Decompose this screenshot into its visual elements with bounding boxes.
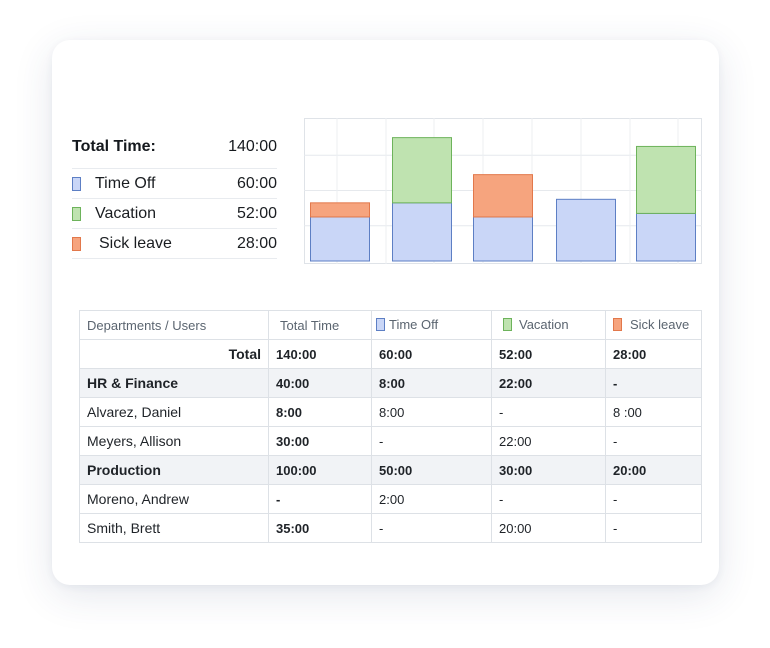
- table-cell: -: [371, 426, 492, 456]
- table-header-row: Departments / Users Total Time Time Off …: [79, 310, 702, 340]
- stacked-bar-chart: [304, 118, 702, 264]
- time-off-swatch-icon: [376, 317, 385, 331]
- total-row-label: Total: [79, 339, 269, 369]
- table-cell: 40:00: [268, 368, 372, 398]
- summary-item-value: 28:00: [236, 234, 277, 252]
- table-cell: 100:00: [268, 455, 372, 485]
- department-name: HR & Finance: [79, 368, 269, 398]
- summary-item-time-off: Time Off 60:00: [72, 169, 277, 199]
- col-header-vacation[interactable]: Vacation: [491, 310, 606, 340]
- summary-item-value: 60:00: [236, 174, 277, 192]
- bar-vacation-2[interactable]: [392, 137, 452, 204]
- table-cell: -: [268, 484, 372, 514]
- summary-item-sick-leave: Sick leave 28:00: [72, 229, 277, 259]
- total-time-label: Total Time:: [72, 138, 156, 155]
- user-row[interactable]: Smith, Brett 35:00-20:00-: [79, 513, 702, 543]
- table-cell: 8:00: [371, 397, 492, 427]
- table-cell: 2:00: [371, 484, 492, 514]
- vacation-swatch-icon: [72, 206, 81, 221]
- table-cell: 35:00: [268, 513, 372, 543]
- col-header-sick-leave[interactable]: Sick leave: [605, 310, 702, 340]
- user-row[interactable]: Meyers, Allison 30:00-22:00-: [79, 426, 702, 456]
- table-cell: 8:00: [371, 368, 492, 398]
- total-time-row: Total Time: 140:00: [72, 130, 277, 164]
- table-cell: -: [371, 513, 492, 543]
- table-cell: 50:00: [371, 455, 492, 485]
- table-cell: -: [605, 368, 702, 398]
- bar-sick-leave-3[interactable]: [473, 174, 533, 218]
- bar-time-off-5[interactable]: [636, 212, 696, 262]
- table-cell: 30:00: [491, 455, 606, 485]
- table-cell: 8:00: [268, 397, 372, 427]
- table-cell: 20:00: [491, 513, 606, 543]
- bar-time-off-2[interactable]: [392, 202, 452, 262]
- table-cell: -: [491, 484, 606, 514]
- table-cell: 20:00: [605, 455, 702, 485]
- sick-leave-swatch-icon: [72, 236, 81, 251]
- total-cell: 52:00: [491, 339, 606, 369]
- total-cell: 28:00: [605, 339, 702, 369]
- sick-leave-swatch-icon: [613, 317, 622, 331]
- table-cell: -: [605, 426, 702, 456]
- table-cell: 22:00: [491, 426, 606, 456]
- user-name: Alvarez, Daniel: [79, 397, 269, 427]
- user-name: Smith, Brett: [79, 513, 269, 543]
- time-off-table: Departments / Users Total Time Time Off …: [79, 310, 702, 543]
- time-off-swatch-icon: [72, 176, 81, 191]
- summary-item-label: Sick leave: [99, 234, 172, 252]
- col-header-departments[interactable]: Departments / Users: [79, 310, 269, 340]
- user-name: Meyers, Allison: [79, 426, 269, 456]
- total-row: Total 140:00 60:00 52:00 28:00: [79, 339, 702, 369]
- col-header-total-time[interactable]: Total Time: [268, 310, 372, 340]
- table-cell: -: [605, 513, 702, 543]
- table-cell: 8 :00: [605, 397, 702, 427]
- summary-item-vacation: Vacation 52:00: [72, 199, 277, 229]
- department-row[interactable]: HR & Finance 40:00 8:00 22:00-: [79, 368, 702, 398]
- summary-item-value: 52:00: [236, 204, 277, 222]
- table-cell: 30:00: [268, 426, 372, 456]
- time-summary: Total Time: 140:00 Time Off 60:00 Vacati…: [72, 130, 277, 259]
- bar-vacation-5[interactable]: [636, 145, 696, 214]
- table-cell: -: [605, 484, 702, 514]
- summary-item-label: Time Off: [95, 174, 156, 192]
- bar-time-off-4[interactable]: [556, 198, 616, 262]
- table-cell: 22:00: [491, 368, 606, 398]
- user-row[interactable]: Alvarez, Daniel 8:00 8:00-8 :00: [79, 397, 702, 427]
- department-row[interactable]: Production 100:00 50:00 30:00 20:00: [79, 455, 702, 485]
- vacation-swatch-icon: [503, 317, 512, 331]
- table-cell: -: [491, 397, 606, 427]
- bar-time-off-3[interactable]: [473, 216, 533, 262]
- user-name: Moreno, Andrew: [79, 484, 269, 514]
- user-row[interactable]: Moreno, Andrew -2:00- -: [79, 484, 702, 514]
- total-cell: 140:00: [268, 339, 372, 369]
- total-cell: 60:00: [371, 339, 492, 369]
- bar-time-off-1[interactable]: [310, 216, 370, 262]
- col-header-time-off[interactable]: Time Off: [371, 310, 492, 340]
- department-name: Production: [79, 455, 269, 485]
- total-time-value: 140:00: [228, 138, 277, 155]
- bar-sick-leave-1[interactable]: [310, 202, 370, 218]
- summary-item-label: Vacation: [95, 204, 157, 222]
